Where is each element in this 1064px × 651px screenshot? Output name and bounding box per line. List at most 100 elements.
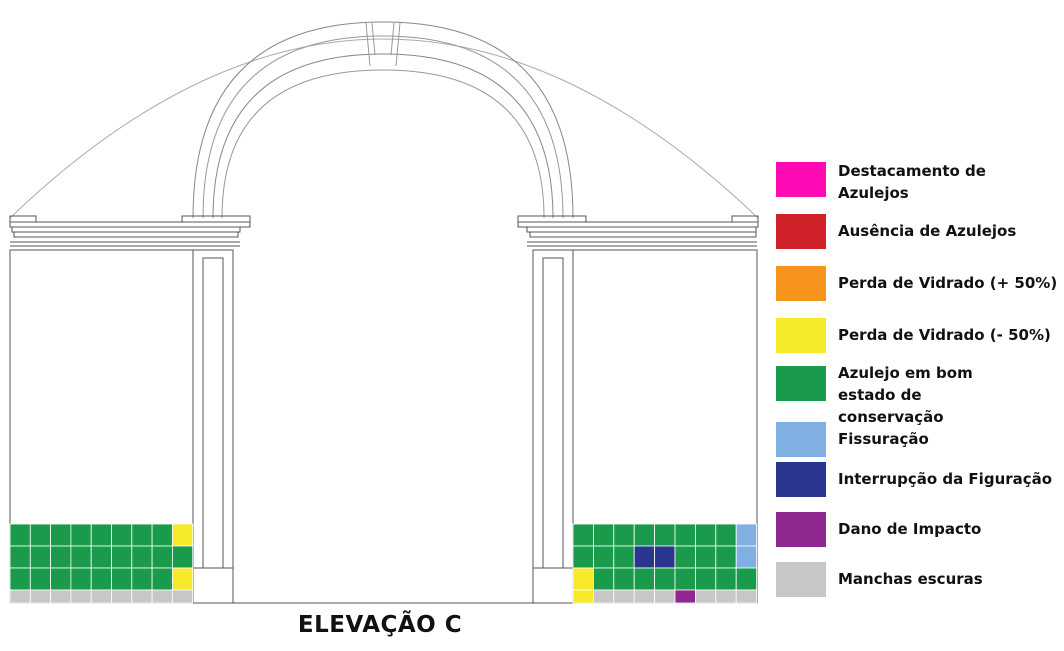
tile-bom_estado [695, 523, 717, 547]
tile-bom_estado [633, 523, 656, 547]
tile-bom_estado [151, 545, 173, 569]
left-pilaster [192, 249, 234, 604]
arch-middle [202, 35, 564, 219]
legend-label: Perda de Vidrado (- 50%) [838, 326, 1051, 344]
tile-interrupcao [633, 545, 656, 569]
keystone [365, 22, 401, 67]
tile-bom_estado [572, 523, 594, 547]
right-cornice [517, 215, 759, 247]
legend-label: Ausência de Azulejos [838, 222, 1017, 240]
tile-bom_estado [613, 545, 635, 569]
legend-swatch [776, 366, 826, 401]
elevation-title: ELEVAÇÃO C [297, 612, 463, 638]
tile-manchas [613, 589, 635, 604]
tile-bom_estado [151, 567, 173, 591]
tile-bom_estado [613, 567, 635, 591]
tile-bom_estado [111, 545, 133, 569]
tile-bom_estado [29, 523, 51, 547]
tile-bom_estado [50, 523, 72, 547]
tile-bom_estado [572, 545, 594, 569]
tile-bom_estado [674, 523, 696, 547]
tile-bom_estado [90, 545, 112, 569]
legend-label: Manchas escuras [838, 570, 983, 588]
tile-bom_estado [695, 545, 717, 569]
tile-bom_estado [715, 567, 737, 591]
right-tile-panel [572, 523, 758, 604]
tile-bom_estado [735, 567, 758, 591]
tile-bom_estado [613, 523, 635, 547]
tile-bom_estado [654, 523, 676, 547]
tile-dano [674, 589, 696, 604]
legend-label: Fissuração [838, 430, 929, 448]
tile-bom_estado [50, 545, 72, 569]
tile-manchas [151, 589, 173, 604]
legend-swatch [776, 422, 826, 457]
tile-bom_estado [50, 567, 72, 591]
tile-bom_estado [131, 567, 153, 591]
tile-bom_estado [695, 567, 717, 591]
tile-perda_menos [572, 567, 594, 591]
legend-swatch [776, 162, 826, 197]
tile-manchas [131, 589, 153, 604]
tile-manchas [654, 589, 676, 604]
legend-swatch [776, 562, 826, 597]
vault-arc [9, 38, 759, 219]
left-tile-panel [9, 523, 194, 604]
tile-bom_estado [593, 567, 615, 591]
tile-manchas [9, 589, 31, 604]
tile-perda_menos [171, 523, 194, 547]
tile-bom_estado [593, 545, 615, 569]
tile-manchas [593, 589, 615, 604]
tile-perda_menos [572, 589, 594, 604]
legend-label: Perda de Vidrado (+ 50%) [838, 274, 1058, 292]
tile-bom_estado [29, 545, 51, 569]
tile-manchas [50, 589, 72, 604]
tile-manchas [715, 589, 737, 604]
tile-bom_estado [633, 567, 656, 591]
legend-swatch [776, 512, 826, 547]
left-cornice [9, 215, 251, 247]
tile-bom_estado [111, 567, 133, 591]
tile-bom_estado [111, 523, 133, 547]
legend-swatch [776, 462, 826, 497]
tile-manchas [695, 589, 717, 604]
tile-bom_estado [131, 523, 153, 547]
tile-bom_estado [70, 567, 92, 591]
right-pilaster [532, 249, 574, 604]
tile-fissuracao [735, 545, 758, 569]
tile-bom_estado [70, 545, 92, 569]
tile-bom_estado [9, 523, 31, 547]
legend-label: Destacamento de Azulejos [838, 162, 986, 202]
tile-bom_estado [715, 523, 737, 547]
tile-bom_estado [29, 567, 51, 591]
tile-bom_estado [90, 523, 112, 547]
tile-manchas [171, 589, 194, 604]
tile-perda_menos [171, 567, 194, 591]
arch-innermost [221, 69, 545, 219]
tile-manchas [633, 589, 656, 604]
legend-swatch [776, 214, 826, 249]
tile-bom_estado [715, 545, 737, 569]
tile-manchas [29, 589, 51, 604]
tile-bom_estado [151, 523, 173, 547]
legend-swatch [776, 318, 826, 353]
tile-bom_estado [674, 545, 696, 569]
tile-bom_estado [654, 567, 676, 591]
tile-fissuracao [735, 523, 758, 547]
arch-inner [212, 53, 554, 219]
tile-bom_estado [90, 567, 112, 591]
tile-bom_estado [171, 545, 194, 569]
tile-bom_estado [70, 523, 92, 547]
tile-manchas [70, 589, 92, 604]
legend-label: Dano de Impacto [838, 520, 982, 538]
tile-bom_estado [9, 545, 31, 569]
tile-interrupcao [654, 545, 676, 569]
tile-manchas [90, 589, 112, 604]
tile-bom_estado [593, 523, 615, 547]
legend-label: Azulejo em bom estado de conservação [838, 364, 973, 426]
tile-bom_estado [674, 567, 696, 591]
legend-label: Interrupção da Figuração [838, 470, 1053, 488]
arch-outer [192, 21, 574, 219]
tile-manchas [735, 589, 758, 604]
